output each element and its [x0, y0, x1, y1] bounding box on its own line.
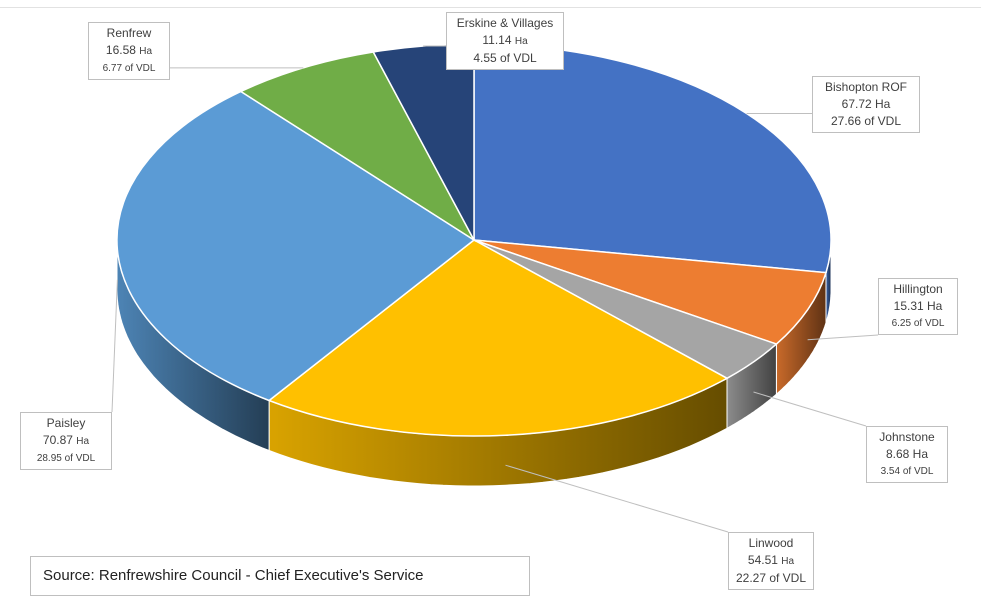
leader-line-paisley — [111, 279, 118, 413]
pie-slice-paisley — [116, 90, 476, 402]
label-name: Erskine & Villages — [456, 16, 554, 30]
pie-depth-layer — [116, 239, 832, 487]
leader-line-johnstone — [753, 391, 867, 427]
pie-slice-linwood — [267, 239, 729, 437]
label-share: 4.55 of VDL — [473, 51, 537, 65]
label-share: 3.54 of VDL — [880, 466, 934, 477]
label-share: 22.27 of VDL — [735, 571, 807, 585]
label-share: 6.25 of VDL — [891, 318, 945, 329]
label-name: Paisley — [46, 416, 86, 430]
label-value: 11.14 Ha — [482, 33, 528, 47]
label-name: Renfrew — [106, 26, 152, 40]
label-share: 27.66 of VDL — [830, 114, 902, 128]
label-erskine-villages: Erskine & Villages 11.14 Ha 4.55 of VDL — [446, 12, 564, 70]
label-value: 67.72 Ha — [841, 97, 891, 111]
label-linwood: Linwood 54.51 Ha 22.27 of VDL — [728, 532, 814, 590]
top-gridline — [0, 0, 981, 8]
label-value: 70.87 Ha — [42, 433, 90, 447]
label-value: 54.51 Ha — [747, 553, 795, 567]
label-value: 15.31 Ha — [893, 299, 943, 313]
pie-slice-hillington — [473, 239, 827, 345]
leader-line-linwood — [505, 464, 729, 533]
label-hillington: Hillington 15.31 Ha 6.25 of VDL — [878, 278, 958, 335]
label-value: 16.58 Ha — [105, 43, 153, 57]
label-bishopton-rof: Bishopton ROF 67.72 Ha 27.66 of VDL — [812, 76, 920, 133]
label-johnstone: Johnstone 8.68 Ha 3.54 of VDL — [866, 426, 948, 483]
label-share: 6.77 of VDL — [102, 63, 156, 74]
label-name: Linwood — [748, 536, 794, 550]
leader-lines — [111, 45, 879, 533]
pie-top-layer — [116, 43, 832, 437]
label-name: Hillington — [893, 282, 943, 296]
label-value: 8.68 Ha — [885, 447, 929, 461]
label-renfrew: Renfrew 16.58 Ha 6.77 of VDL — [88, 22, 170, 80]
label-paisley: Paisley 70.87 Ha 28.95 of VDL — [20, 412, 112, 470]
leader-line-hillington — [807, 334, 879, 341]
pie-slice-bishopton-rof — [473, 43, 832, 274]
label-share: 28.95 of VDL — [36, 453, 96, 464]
label-name: Bishopton ROF — [824, 80, 908, 94]
source-annotation: Source: Renfrewshire Council - Chief Exe… — [30, 556, 530, 596]
label-name: Johnstone — [879, 430, 935, 444]
